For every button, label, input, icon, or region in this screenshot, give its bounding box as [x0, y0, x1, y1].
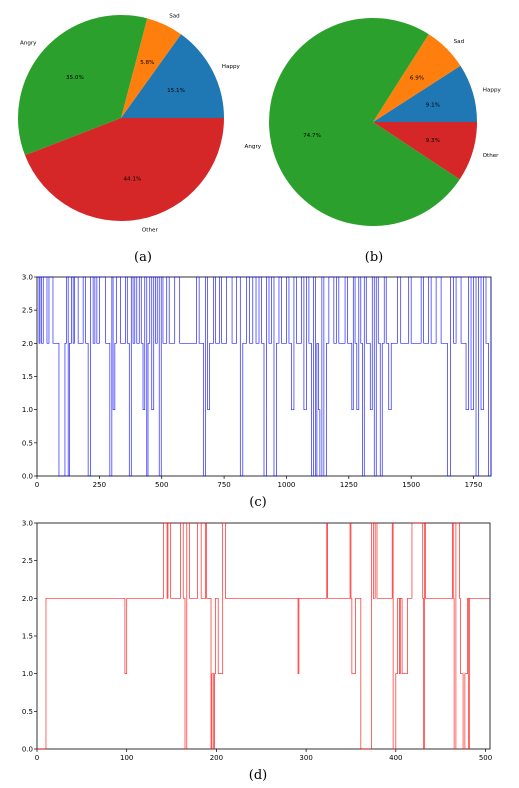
pie-a-pct-sad: 5.8% [140, 60, 154, 66]
line-d-xtick-label: 100 [120, 754, 133, 762]
line-c-ytick-label: 0.5 [22, 439, 33, 447]
line-c-ytick-label: 2.0 [22, 340, 33, 348]
line-c-ytick-label: 3.0 [22, 274, 33, 282]
line-c-xtick-label: 250 [93, 481, 106, 489]
pie-b-label-other: Other [483, 153, 500, 159]
line-c-series [37, 276, 492, 477]
pie-b-pct-sad: 6.9% [410, 76, 424, 82]
pie-b-slice-angry [268, 17, 460, 226]
line-c-xtick-label: 1750 [465, 481, 483, 489]
line-d-xtick-label: 500 [479, 754, 492, 762]
pie-a-pct-happy: 15.1% [167, 88, 185, 94]
pie-a-label-sad: Sad [169, 14, 180, 20]
pie-b-slice-happy [373, 65, 477, 122]
pie-a-pct-other: 44.1% [124, 177, 142, 183]
pie-a-slice-happy [121, 34, 224, 118]
line-d-ytick-label: 3.0 [22, 520, 33, 528]
line-d-xtick-label: 300 [299, 754, 312, 762]
line-d-xtick-label: 200 [210, 754, 223, 762]
line-c-xtick-label: 0 [35, 481, 39, 489]
pie-b-pct-happy: 9.1% [426, 102, 440, 108]
line-c-xtick-label: 1000 [278, 481, 296, 489]
line-c-xtick-label: 1250 [340, 481, 358, 489]
pie-chart-b: Happy 9.1% Sad 6.9% Angry 74.7% Other 9.3% [245, 17, 502, 226]
line-d-ytick-label: 1.5 [22, 633, 33, 641]
caption-d: (d) [249, 768, 267, 783]
line-chart-c: 0.0 0.5 1.0 1.5 2.0 2.5 3.0 0 250 500 750 1000 1250 1… [22, 274, 492, 489]
pie-b-label-sad: Sad [454, 39, 465, 45]
line-c-xtick-label: 1500 [402, 481, 420, 489]
line-d-xtick-label: 400 [389, 754, 402, 762]
caption-b: (b) [365, 250, 383, 265]
pie-chart-a: Happy 15.1% Sad 5.8% Angry 35.0% Other 44.1% [18, 14, 241, 233]
line-d-ytick-label: 1.0 [22, 670, 33, 678]
caption-c: (c) [249, 495, 266, 510]
pie-b-label-angry: Angry [245, 144, 262, 150]
pie-a-label-other: Other [142, 227, 159, 233]
line-c-xtick-label: 500 [155, 481, 168, 489]
pie-a-slice-sad [121, 18, 182, 118]
pie-b-pct-other: 9.3% [426, 138, 440, 144]
line-d-series [37, 522, 490, 750]
line-c-ytick-label: 2.5 [22, 307, 33, 315]
line-d-ytick-label: 0.5 [22, 708, 33, 716]
line-d-frame [36, 522, 491, 750]
line-c-ytick-label: 1.0 [22, 406, 33, 414]
pie-a-label-angry: Angry [20, 41, 37, 47]
line-c-ytick-label: 0.0 [22, 473, 33, 481]
pie-a-slice-other [25, 118, 224, 221]
pie-b-slice-sad [373, 34, 461, 122]
line-c-ytick-label: 1.5 [22, 373, 33, 381]
pie-b-label-happy: Happy [483, 88, 502, 94]
pie-a-label-happy: Happy [222, 64, 241, 70]
line-d-ytick-label: 0.0 [22, 746, 33, 754]
line-chart-d: 0.0 0.5 1.0 1.5 2.0 2.5 3.0 0 100 200 300 400 500 [22, 520, 492, 763]
pie-a-slice-angry [18, 15, 148, 156]
line-d-ytick-label: 2.5 [22, 557, 33, 565]
line-c-xtick-label: 750 [217, 481, 230, 489]
pie-a-pct-angry: 35.0% [66, 75, 84, 81]
caption-a: (a) [134, 250, 152, 265]
line-d-ytick-label: 2.0 [22, 595, 33, 603]
line-d-xtick-label: 0 [35, 754, 39, 762]
pie-b-slice-other [373, 122, 477, 180]
pie-b-pct-angry: 74.7% [303, 133, 321, 139]
